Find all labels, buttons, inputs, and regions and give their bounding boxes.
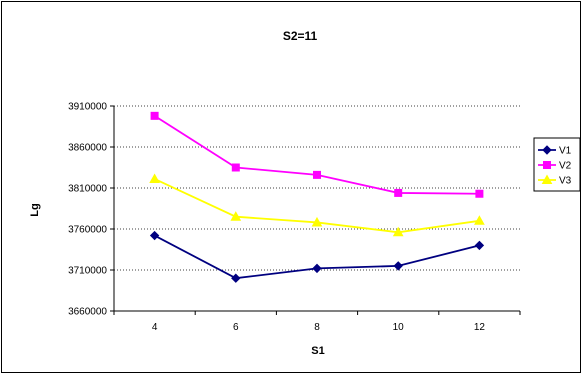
legend-item-v1: V1: [538, 145, 572, 157]
data-point: [543, 161, 551, 169]
x-tick-label: 10: [393, 322, 405, 333]
x-axis-title: S1: [311, 345, 324, 357]
data-point: [394, 188, 403, 197]
series-lines: [149, 111, 485, 283]
x-tick-label: 8: [314, 322, 320, 333]
chart-title: S2=11: [283, 29, 318, 43]
legend-item-v3: V3: [538, 174, 572, 187]
y-tick-label: 3910000: [68, 102, 107, 113]
data-point: [230, 211, 242, 221]
y-tick-labels: 3660000 3710000 3760000 3810000 3860000 39100…: [68, 102, 107, 318]
series-v3: [149, 173, 485, 237]
y-tick-label: 3760000: [68, 225, 107, 236]
data-point: [474, 215, 485, 225]
data-point: [541, 174, 553, 184]
data-point: [393, 261, 403, 271]
data-point: [392, 226, 404, 237]
y-tick-label: 3860000: [68, 143, 107, 154]
plot-area: [114, 106, 520, 311]
axes: [110, 105, 521, 315]
x-tick-labels: 4 6 8 10 12: [152, 322, 486, 333]
data-point: [149, 230, 160, 241]
y-tick-label: 3710000: [68, 266, 107, 277]
y-axis-title: Lg: [29, 203, 41, 216]
x-tick-label: 12: [474, 322, 486, 333]
legend: V1 V2 V3: [533, 137, 581, 192]
data-point: [231, 273, 241, 283]
x-tick-label: 6: [233, 322, 239, 333]
data-point: [474, 240, 485, 251]
data-point: [231, 163, 240, 172]
legend-label: V3: [559, 176, 572, 187]
legend-label: V2: [559, 161, 572, 172]
series-v2: [150, 111, 484, 198]
y-tick-label: 3660000: [68, 307, 107, 318]
legend-label: V1: [559, 146, 572, 157]
series-v1: [149, 230, 485, 283]
data-point: [150, 111, 159, 120]
data-point: [313, 170, 321, 179]
data-point: [149, 173, 160, 183]
x-tick-label: 4: [152, 322, 158, 333]
data-point: [475, 189, 484, 198]
data-point: [311, 216, 323, 227]
y-tick-label: 3810000: [68, 184, 107, 195]
data-point: [312, 263, 322, 274]
legend-item-v2: V2: [538, 161, 572, 172]
data-point: [542, 145, 552, 155]
